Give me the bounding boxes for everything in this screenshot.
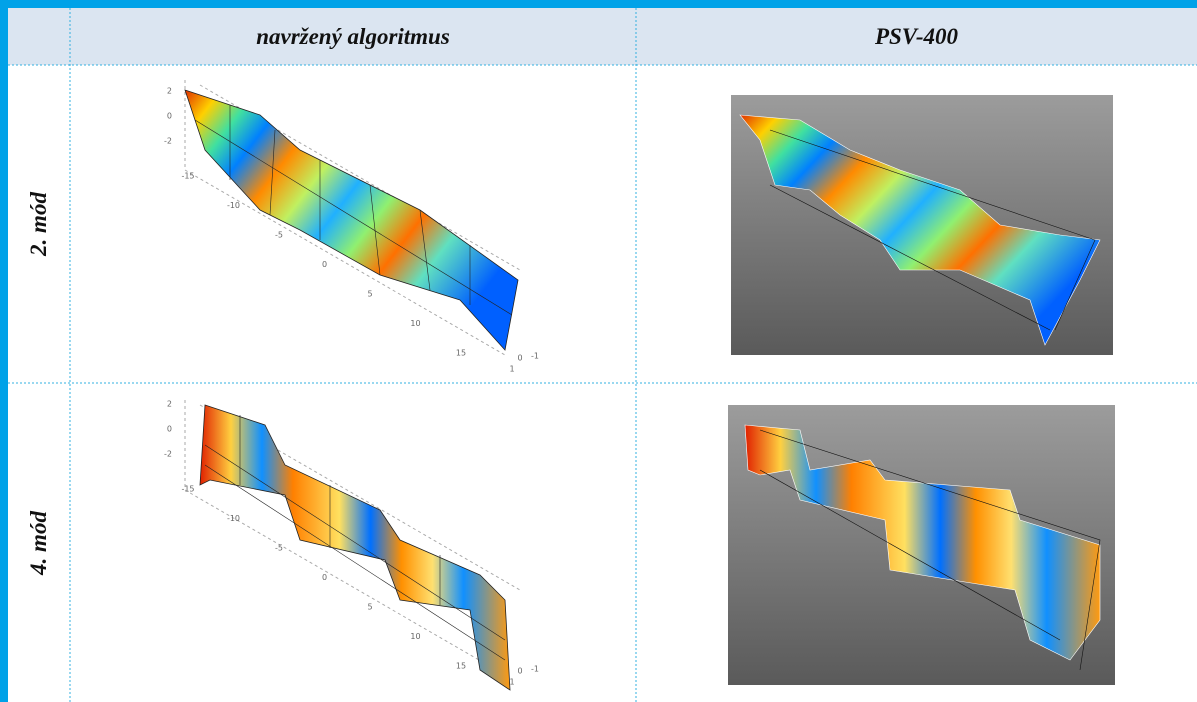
- x-tick-label: -5: [275, 544, 283, 553]
- y-tick-label: -1: [531, 665, 539, 674]
- psv-image: [731, 95, 1113, 355]
- z-tick-label: 0: [167, 425, 172, 434]
- x-tick-label: 5: [367, 603, 372, 612]
- x-tick-label: -10: [227, 201, 240, 210]
- x-tick-label: 10: [410, 319, 420, 328]
- y-tick-label: 0: [517, 354, 522, 363]
- page: navržený algoritmus PSV-400 2. mód 4. mó…: [0, 0, 1197, 702]
- x-tick-label: 5: [367, 290, 372, 299]
- y-tick-label: 1: [509, 365, 514, 374]
- figures: 20-2-15-10-505101510-120-2-15-10-5051015…: [0, 0, 1197, 702]
- z-tick-label: 0: [167, 112, 172, 121]
- x-tick-label: -5: [275, 231, 283, 240]
- x-tick-label: -15: [181, 172, 194, 181]
- x-tick-label: 0: [322, 573, 327, 582]
- x-tick-label: 0: [322, 260, 327, 269]
- z-tick-label: 2: [167, 87, 172, 96]
- y-tick-label: 0: [517, 667, 522, 676]
- surface-plot: [185, 400, 520, 690]
- z-tick-label: 2: [167, 400, 172, 409]
- surface-plot: [185, 80, 520, 355]
- z-tick-label: -2: [164, 450, 172, 459]
- x-tick-label: 15: [456, 349, 466, 358]
- x-tick-label: -15: [181, 485, 194, 494]
- y-tick-label: 1: [509, 678, 514, 687]
- psv-image: [728, 405, 1115, 685]
- y-tick-label: -1: [531, 352, 539, 361]
- z-tick-label: -2: [164, 137, 172, 146]
- x-tick-label: -10: [227, 514, 240, 523]
- x-tick-label: 15: [456, 662, 466, 671]
- x-tick-label: 10: [410, 632, 420, 641]
